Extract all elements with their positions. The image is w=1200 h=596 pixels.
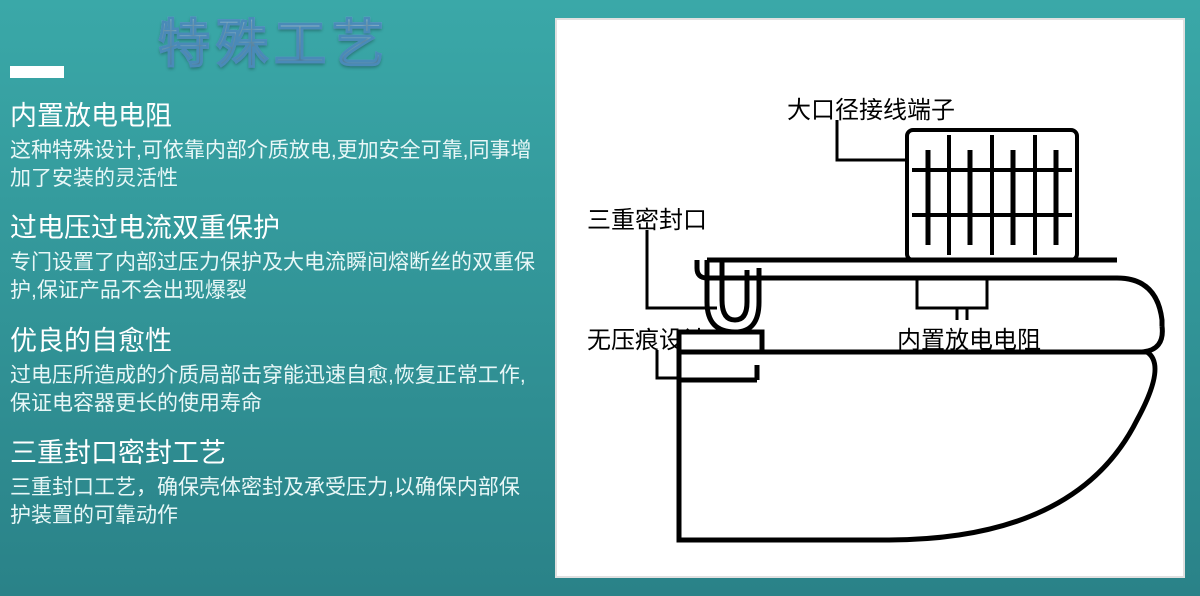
section-heading: 三重封口密封工艺 <box>10 431 540 470</box>
section-body: 过电压所造成的介质局部击穿能迅速自愈,恢复正常工作,保证电容器更长的使用寿命 <box>10 362 540 417</box>
section-1: 内置放电电阻 这种特殊设计,可依靠内部介质放电,更加安全可靠,同事增加了安装的灵… <box>10 94 540 192</box>
section-heading: 过电压过电流双重保护 <box>10 206 540 245</box>
section-body: 这种特殊设计,可依靠内部介质放电,更加安全可靠,同事增加了安装的灵活性 <box>10 137 540 192</box>
section-heading: 内置放电电阻 <box>10 94 540 133</box>
text-column: 特殊工艺 内置放电电阻 这种特殊设计,可依靠内部介质放电,更加安全可靠,同事增加… <box>10 0 540 530</box>
capacitor-diagram-svg <box>557 20 1187 580</box>
section-body: 三重封口工艺，确保壳体密封及承受压力,以确保内部保护装置的可靠动作 <box>10 474 540 529</box>
section-3: 优良的自愈性 过电压所造成的介质局部击穿能迅速自愈,恢复正常工作,保证电容器更长… <box>10 319 540 417</box>
section-body: 专门设置了内部过压力保护及大电流瞬间熔断丝的双重保护,保证产品不会出现爆裂 <box>10 249 540 304</box>
section-4: 三重封口密封工艺 三重封口工艺，确保壳体密封及承受压力,以确保内部保护装置的可靠… <box>10 431 540 529</box>
section-heading: 优良的自愈性 <box>10 319 540 358</box>
diagram-panel: 大口径接线端子 三重密封口 无压痕设计 内置放电电阻 <box>555 18 1185 578</box>
title-row: 特殊工艺 <box>10 10 540 80</box>
section-2: 过电压过电流双重保护 专门设置了内部过压力保护及大电流瞬间熔断丝的双重保护,保证… <box>10 206 540 304</box>
accent-bar <box>10 66 64 78</box>
main-title: 特殊工艺 <box>158 2 390 77</box>
